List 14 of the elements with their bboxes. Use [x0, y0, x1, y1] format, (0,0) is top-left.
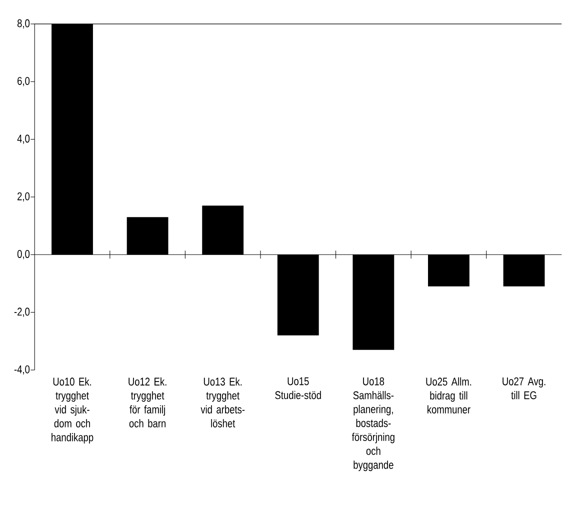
y-tick-label: 8,0	[17, 19, 30, 28]
y-tick-label: -2,0	[14, 307, 30, 317]
y-tick-label: 0,0	[17, 250, 30, 260]
x-tick-label: Uo12 Ek. trygghet för familj och barn	[128, 377, 166, 428]
x-tick-label: Uo27 Avg. till EG	[502, 377, 546, 400]
y-tick-label: 6,0	[18, 76, 30, 86]
y-tick-label: 2,0	[18, 192, 30, 202]
x-tick-label: Uo25 Allm. bidrag till kommuner	[426, 377, 472, 414]
x-tick-label: Uo18 Samhälls-planering, bostads-försörjning och byggande	[352, 377, 394, 471]
x-tick-label: Uo15 Studie-stöd	[275, 377, 321, 399]
y-tick-label: 4,0	[17, 134, 30, 144]
x-tick-label: Uo13 Ek. trygghet vid arbets-löshet	[200, 377, 245, 428]
x-tick-label: Uo10 Ek. trygghet vid sjuk-dom och handikapp	[52, 377, 94, 444]
y-tick-label: -4,0	[14, 365, 30, 374]
